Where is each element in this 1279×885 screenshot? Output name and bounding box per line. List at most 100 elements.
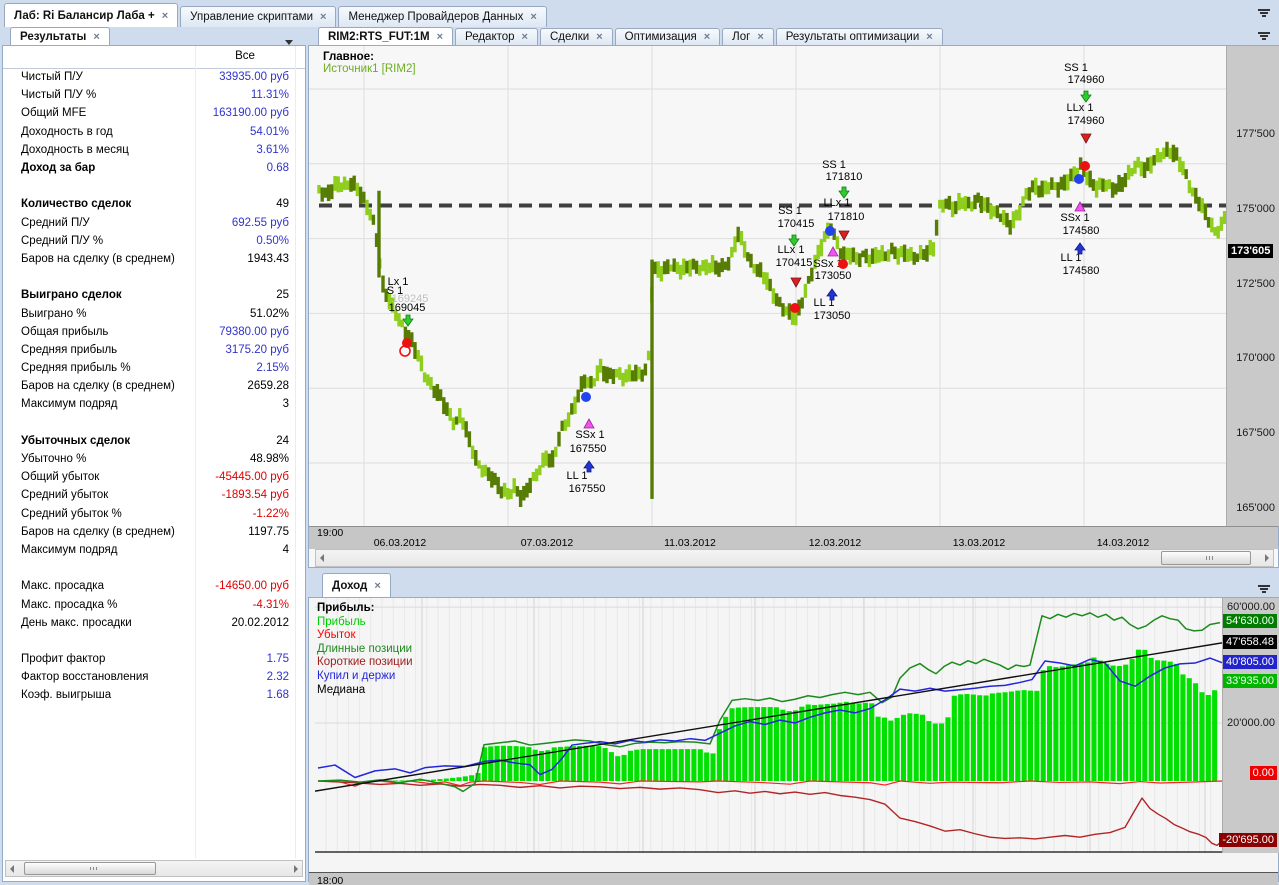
table-row: Выиграно сделок 25 <box>3 286 305 304</box>
date-label: 14.03.2012 <box>1096 537 1150 549</box>
tab-overflow-icon[interactable] <box>1257 6 1271 18</box>
table-row: Фактор восстановления 2.32 <box>3 668 305 686</box>
date-label: 12.03.2012 <box>808 537 862 549</box>
row-label: Выиграно сделок <box>21 289 122 302</box>
tab-overflow-icon[interactable] <box>1257 582 1271 594</box>
trade-marker-ba <box>826 288 838 301</box>
tab-profit[interactable]: Доход × <box>322 573 391 597</box>
profit-value-badge: 0.00 <box>1249 766 1277 780</box>
trade-label: SS 1 <box>1064 62 1088 74</box>
profit-chart-panel: Доход × 60'000.00 20'000.00 54'630.00 47'65… <box>308 573 1279 885</box>
table-row: Доходность в месяц 3.61% <box>3 141 305 159</box>
profit-chart[interactable] <box>315 598 1222 853</box>
profit-tab-strip: Доход × <box>308 573 1279 597</box>
profit-legend: Прибыль: Прибыль Убыток Длинные позиции Кор… <box>317 602 413 697</box>
chart-tab-0[interactable]: RIM2:RTS_FUT:1M × <box>318 27 454 45</box>
date-label: 07.03.2012 <box>520 537 574 549</box>
sidebar-horizontal-scrollbar[interactable] <box>5 860 303 877</box>
trade-label: LLx 1 <box>1067 102 1094 114</box>
table-row: День макс. просадки 20.02.2012 <box>3 614 305 632</box>
trade-marker-ga <box>1080 90 1092 103</box>
scroll-right-arrow[interactable] <box>1265 554 1269 562</box>
row-label: Средний П/У <box>21 216 90 229</box>
row-label: Максимум подряд <box>21 398 118 411</box>
trade-label: SS 1 <box>778 205 802 217</box>
row-label: Убыточных сделок <box>21 434 131 447</box>
results-tab-zone: Результаты × <box>0 27 308 45</box>
table-row: Баров на сделку (в среднем) 1943.43 <box>3 250 305 268</box>
window-tab-0[interactable]: Лаб: Ri Балансир Лаба + × <box>4 3 179 27</box>
chart-horizontal-scrollbar[interactable] <box>315 549 1274 567</box>
trade-label: LLx 1 <box>778 244 805 256</box>
legend-item: Прибыль <box>317 615 366 628</box>
row-label: Максимум подряд <box>21 543 118 556</box>
scrollbar-thumb[interactable] <box>24 862 156 875</box>
legend-source: Источник1 [RIM2] <box>323 63 416 75</box>
table-spacer-row <box>3 632 305 650</box>
scroll-right-arrow[interactable] <box>294 864 298 873</box>
close-icon[interactable]: × <box>93 30 100 43</box>
close-icon[interactable]: × <box>926 31 933 43</box>
trade-marker-rd <box>1080 161 1090 171</box>
trade-label: 171810 <box>826 171 863 183</box>
chart-tab-3[interactable]: Оптимизация × <box>614 28 721 45</box>
row-value: 2.15% <box>256 362 289 375</box>
trade-label: 169245 <box>392 293 429 305</box>
close-icon[interactable]: × <box>530 11 537 23</box>
chevron-down-icon[interactable] <box>284 33 294 45</box>
results-panel: Все Чистый П/У 33935.00 руб Чистый П/У % 11… <box>2 45 306 882</box>
close-icon[interactable]: × <box>757 31 764 43</box>
price-axis-label: 170'000 <box>1236 352 1275 365</box>
close-icon[interactable]: × <box>436 30 444 43</box>
row-label: Баров на сделку (в среднем) <box>21 525 175 538</box>
window-tab-0-label: Лаб: Ri Балансир Лаба + <box>14 9 155 22</box>
tab-results[interactable]: Результаты × <box>10 27 110 45</box>
tab-overflow-icon[interactable] <box>1257 29 1271 41</box>
trade-marker-rd <box>790 303 800 313</box>
trade-marker-mt <box>1074 201 1086 212</box>
chart-tab-5[interactable]: Результаты оптимизации × <box>775 28 943 45</box>
tab-results-label: Результаты <box>20 30 87 43</box>
chart-tab-2[interactable]: Сделки × <box>539 28 613 45</box>
window-tab-2[interactable]: Менеджер Провайдеров Данных × <box>338 6 547 27</box>
tab-profit-label: Доход <box>332 579 368 592</box>
row-value: 54.01% <box>249 125 289 138</box>
close-icon[interactable]: × <box>374 579 381 592</box>
scroll-left-arrow[interactable] <box>10 864 14 873</box>
trade-label: 171810 <box>828 211 865 223</box>
row-label: Средняя прибыль <box>21 343 118 356</box>
table-row: Макс. просадка % -4.31% <box>3 595 305 613</box>
trade-label: 167550 <box>570 443 607 455</box>
chart-legend: Главное: Источник1 [RIM2] <box>323 51 416 75</box>
window-tab-1[interactable]: Управление скриптами × <box>180 6 337 27</box>
table-row: Доходность в год 54.01% <box>3 123 305 141</box>
table-row: Количество сделок 49 <box>3 195 305 213</box>
chart-tab-3-label: Оптимизация <box>624 31 697 43</box>
close-icon[interactable]: × <box>521 31 528 43</box>
row-label: Средний убыток <box>21 489 109 502</box>
trade-label: 167550 <box>569 483 606 495</box>
axis-time-label: 19:00 <box>317 527 344 539</box>
scroll-left-arrow[interactable] <box>320 554 324 562</box>
chart-tab-1[interactable]: Редактор × <box>455 28 538 45</box>
table-row: Убыточно % 48.98% <box>3 450 305 468</box>
column-separator <box>195 46 196 858</box>
close-icon[interactable]: × <box>596 31 603 43</box>
chart-tab-4[interactable]: Лог × <box>722 28 774 45</box>
trade-label: 173050 <box>815 270 852 282</box>
row-label: Средняя прибыль % <box>21 362 131 375</box>
price-chart-time-axis: 19:00 06.03.2012 07.03.2012 11.03.2012 12.0… <box>309 526 1278 549</box>
legend-title: Прибыль: <box>317 602 375 614</box>
row-value: 3.61% <box>256 143 289 156</box>
close-icon[interactable]: × <box>703 31 711 43</box>
row-label: Общий убыток <box>21 471 100 484</box>
row-label: Коэф. выигрыша <box>21 689 112 702</box>
close-icon[interactable]: × <box>320 11 327 23</box>
close-icon[interactable]: × <box>161 9 169 22</box>
scrollbar-thumb[interactable] <box>1161 551 1251 565</box>
profit-value-badge: 40'805.00 <box>1223 655 1277 669</box>
row-value: 1197.75 <box>248 525 289 538</box>
row-label: Доход за бар <box>21 162 96 175</box>
chart-tab-5-label: Результаты оптимизации <box>785 31 920 43</box>
